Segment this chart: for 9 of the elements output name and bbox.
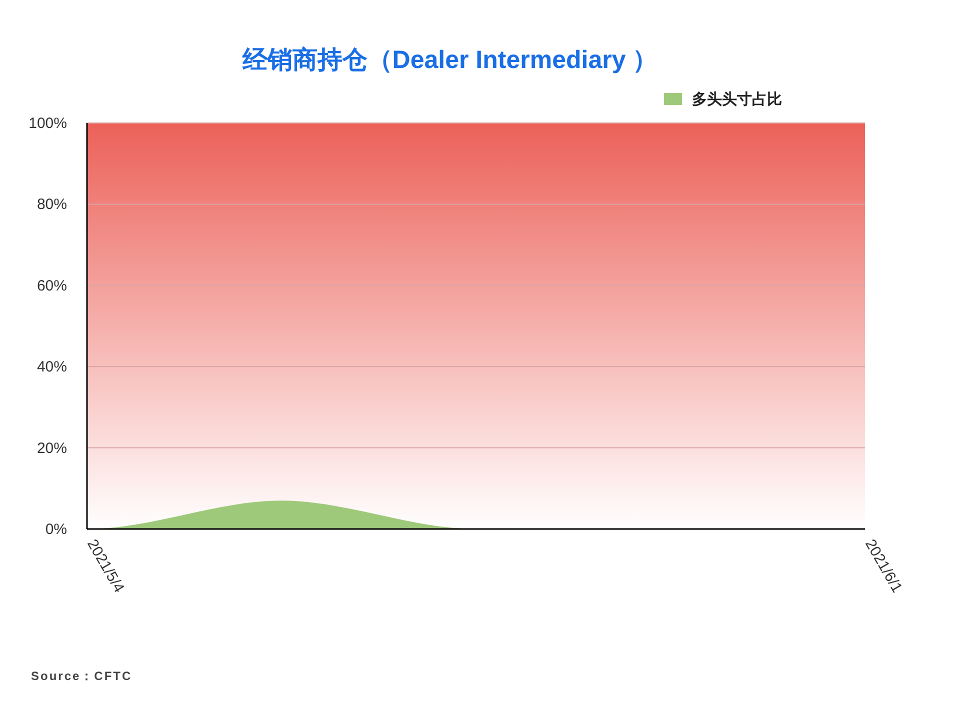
y-tick-label: 0% [45,521,67,538]
chart-title: 经销商持仓（Dealer Intermediary ） [241,46,658,74]
y-tick-label: 80% [36,196,67,214]
legend-label: 多头头寸占比 [692,91,782,108]
y-tick-label: 40% [36,358,67,376]
y-tick-label: 100% [28,115,67,132]
y-tick-label: 60% [36,277,67,294]
y-tick-label: 20% [36,440,67,457]
source-note: Source：CFTC [31,669,132,683]
